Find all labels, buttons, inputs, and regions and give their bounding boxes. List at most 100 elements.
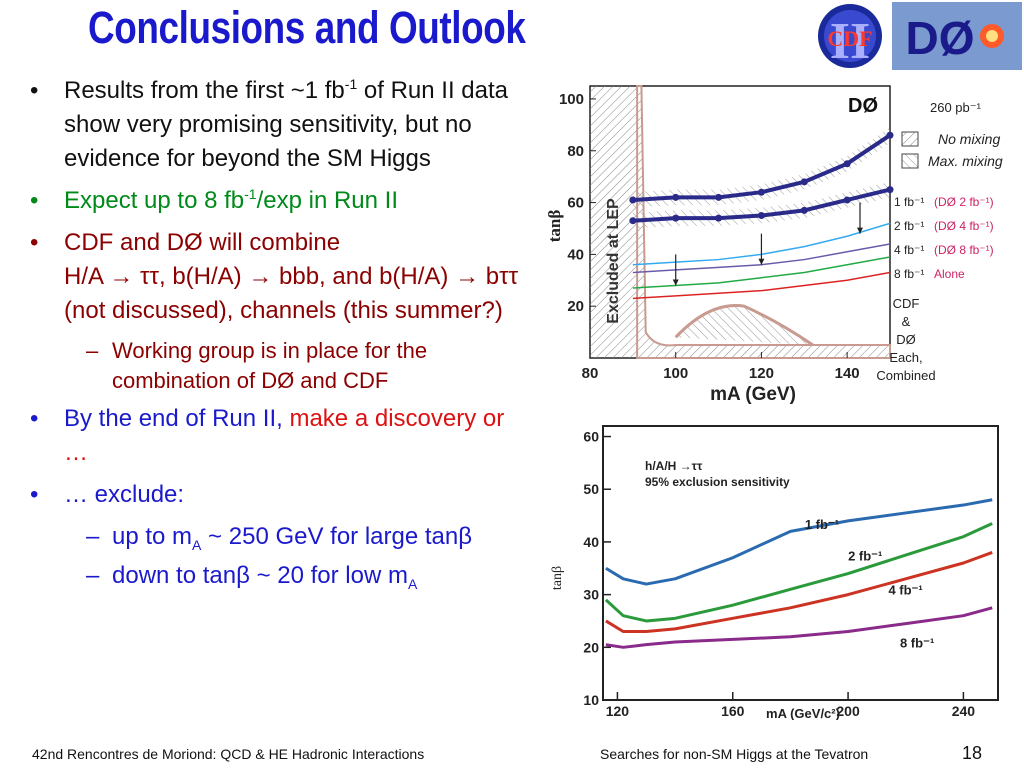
series-label: 1 fb⁻¹ — [894, 195, 924, 209]
bullet-text: By the end of Run II, — [64, 405, 290, 432]
bullet-dash: – — [86, 562, 100, 589]
bullet-list: • Results from the first ~1 fb -1 of Run … — [28, 74, 528, 598]
cdf-logo-text: CDF — [827, 26, 872, 51]
y-tick-label: 50 — [583, 481, 599, 497]
y-tick-label: 10 — [583, 692, 599, 708]
cdf-logo: II CDF — [818, 4, 882, 70]
y-axis-label: tanβ — [550, 566, 565, 590]
y-tick-label: 100 — [559, 91, 584, 108]
cdf-note-line: Each, — [889, 350, 922, 365]
bullet-text: of Run II data show very promising sensi… — [64, 77, 508, 172]
bullet-dot: • — [30, 229, 39, 256]
lep-excluded-region — [590, 86, 638, 358]
bullet-text: down to tanβ ~ 20 for low m — [112, 562, 408, 589]
chart-title: h/A/H →ττ — [645, 459, 703, 473]
series-point — [886, 131, 894, 139]
y-axis-label: tanβ — [545, 210, 564, 243]
series-point — [629, 217, 637, 225]
series-label-d0: (DØ 2 fb⁻¹) — [934, 195, 994, 209]
bullet-item: • Expect up to 8 fb-1/exp in Run II — [28, 184, 528, 218]
bullet-dash: – — [86, 338, 99, 363]
arrow-head — [758, 258, 765, 265]
cdf-logo-roman: II — [830, 13, 870, 70]
bullet-dot: • — [30, 405, 39, 432]
legend-nomix: No mixing — [938, 131, 1000, 147]
bullet-text: … exclude: — [64, 481, 185, 508]
series-label: 4 fb⁻¹ — [888, 583, 922, 598]
series-point — [800, 206, 808, 214]
series-label: 4 fb⁻¹ — [894, 243, 924, 257]
footer-conference: 42nd Rencontres de Moriond: QCD & HE Had… — [32, 746, 425, 762]
y-tick-label: 60 — [567, 195, 584, 212]
series-label-d0: (DØ 4 fb⁻¹) — [934, 219, 994, 233]
x-tick-label: 240 — [952, 703, 976, 719]
page-title: Conclusions and Outlook — [88, 2, 526, 53]
series-point — [843, 196, 851, 204]
series-point — [715, 193, 723, 201]
x-tick-label: 140 — [835, 365, 860, 382]
lep-label: Excluded at LEP — [605, 198, 622, 324]
y-tick-label: 30 — [583, 587, 599, 603]
series-point — [757, 212, 765, 220]
series-point — [800, 178, 808, 186]
series-line — [605, 551, 993, 633]
cdf-note-line: CDF — [893, 296, 920, 311]
bullet-dot: • — [30, 77, 39, 104]
d0-logo: DØ — [892, 2, 1022, 70]
bullet-dash: – — [86, 523, 100, 550]
bullet-dot: • — [30, 481, 39, 508]
x-axis-label: mA (GeV/c²) — [766, 706, 840, 720]
cdf-note-line: Combined — [876, 368, 935, 383]
y-tick-label: 60 — [583, 429, 599, 445]
y-tick-label: 40 — [583, 534, 599, 550]
series-line — [632, 271, 891, 300]
bullet-text: Expect up to 8 fb — [64, 187, 245, 214]
bullet-text: Results from the first ~1 fb — [64, 77, 345, 104]
arrow-head — [857, 227, 863, 234]
bullet-text-highlight: make a discovery or … — [64, 405, 505, 466]
bullet-text: up to m — [112, 523, 193, 550]
bullet-superscript: -1 — [244, 186, 257, 202]
sub-bullet-item: – down to tanβ ~ 20 for low mA — [28, 559, 528, 592]
series-line — [605, 606, 993, 649]
legend-swatch-maxmix — [901, 153, 919, 169]
series-point — [629, 196, 637, 204]
series-point — [672, 193, 680, 201]
series-point — [672, 214, 680, 222]
series-point — [843, 160, 851, 168]
d0-logo-text: DØ — [906, 12, 975, 64]
lumi-label: 260 pb⁻¹ — [930, 100, 982, 115]
sub-bullet-item: – up to mA ~ 250 GeV for large tanβ — [28, 520, 528, 553]
series-point — [715, 214, 723, 222]
x-tick-label: 100 — [663, 365, 688, 382]
series-label: 8 fb⁻¹ — [894, 267, 924, 281]
y-tick-label: 20 — [567, 298, 584, 315]
x-tick-label: 120 — [606, 703, 630, 719]
lep-bump — [674, 304, 814, 347]
series-label: 1 fb⁻¹ — [805, 517, 839, 532]
footer-talk-title: Searches for non-SM Higgs at the Tevatro… — [600, 746, 869, 762]
series-label: 8 fb⁻¹ — [900, 635, 934, 650]
chart-subtitle: 95% exclusion sensitivity — [645, 475, 790, 489]
d0-sensitivity-chart: Excluded at LEP 20 40 60 80 100 80 100 120 140 tan… — [538, 76, 1012, 414]
bullet-subscript: A — [407, 575, 418, 592]
x-tick-label: 160 — [721, 703, 745, 719]
bullet-text: CDF and DØ will combine — [64, 229, 341, 256]
cdf-note-line: DØ — [896, 332, 916, 347]
bullet-item: • … exclude: — [28, 478, 528, 512]
series-label-d0: Alone — [934, 267, 965, 281]
series-point — [757, 188, 765, 196]
series-line — [632, 256, 891, 289]
cdf-sensitivity-chart: 10 20 30 40 50 60 120 160 200 240 1 fb⁻¹ 2 fb⁻¹ 4 fb… — [543, 418, 1013, 720]
series-point — [886, 186, 894, 194]
x-tick-label: 200 — [836, 703, 860, 719]
sub-bullet-item: – Working group is in place for the comb… — [28, 336, 528, 396]
legend-maxmix: Max. mixing — [928, 153, 1003, 169]
arrow-head — [672, 279, 679, 286]
bullet-item: • Results from the first ~1 fb-1 of Run … — [28, 74, 528, 176]
series-label-d0: (DØ 8 fb⁻¹) — [934, 243, 994, 257]
y-tick-label: 40 — [567, 246, 584, 263]
plot-frame — [602, 425, 999, 701]
y-tick-label: 20 — [583, 639, 599, 655]
x-tick-label: 120 — [749, 365, 774, 382]
